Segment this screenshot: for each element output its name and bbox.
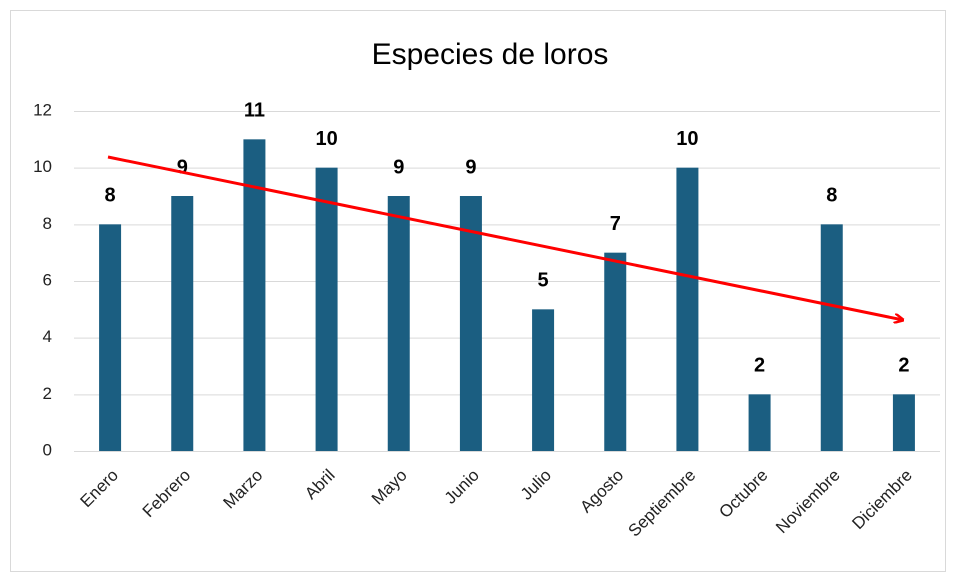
- bar: [676, 167, 699, 451]
- bar: [892, 394, 915, 451]
- bar: [315, 167, 338, 451]
- value-label: 10: [315, 128, 337, 150]
- bar: [387, 196, 410, 451]
- y-tick-label: 10: [33, 157, 52, 176]
- y-tick-label: 12: [33, 100, 52, 119]
- bar: [171, 196, 194, 451]
- bar: [532, 309, 555, 451]
- value-label: 9: [393, 156, 404, 178]
- value-label: 8: [105, 185, 116, 207]
- y-tick-label: 6: [43, 270, 52, 289]
- bar: [459, 196, 482, 451]
- bar: [243, 139, 266, 452]
- chart-title: Especies de loros: [372, 38, 609, 71]
- value-label: 8: [826, 185, 837, 207]
- bar: [820, 224, 843, 451]
- y-tick-label: 8: [43, 214, 52, 233]
- bar: [748, 394, 771, 451]
- value-label: 11: [244, 100, 265, 122]
- y-tick-label: 0: [43, 440, 52, 459]
- value-label: 9: [465, 156, 476, 178]
- value-label: 7: [610, 213, 621, 235]
- value-label: 10: [676, 128, 698, 150]
- bar: [99, 224, 122, 451]
- value-label: 5: [538, 270, 549, 292]
- trend-arrow: [107, 155, 903, 320]
- value-label: 9: [177, 156, 188, 178]
- value-label: 2: [754, 355, 765, 377]
- value-label: 2: [898, 355, 909, 377]
- y-tick-label: 2: [43, 384, 52, 403]
- bar: [604, 252, 627, 451]
- y-tick-label: 4: [43, 327, 52, 346]
